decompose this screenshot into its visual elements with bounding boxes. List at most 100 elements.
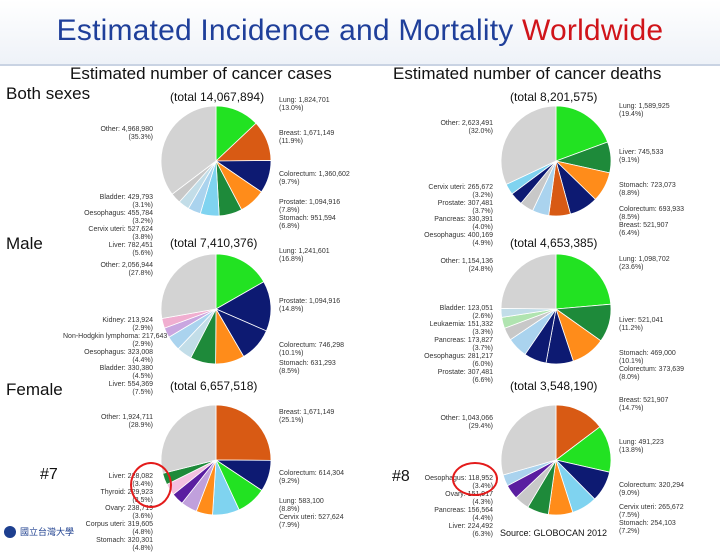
label-male-deaths-liver: Liver: 521,041 (11.2%) [619, 317, 663, 333]
slice-female-cases-breast [215, 404, 272, 461]
label-text: Stomach: 254,103 [619, 520, 676, 528]
label-female-cases-breast: Breast: 1,671,149 (25.1%) [279, 409, 334, 425]
title-highlight: Worldwide [522, 14, 664, 47]
label-male-cases-prostate: Prostate: 1,094,916 (14.8%) [279, 298, 340, 314]
label-text: Breast: 1,671,149 [279, 409, 335, 416]
label-pct: (9.0%) [619, 489, 640, 497]
label-female-deaths-stomach: Stomach: 254,103 (7.2%) [619, 520, 676, 536]
label-male-cases-liver: Liver: 554,369 (7.5%) [63, 381, 153, 397]
label-text: Cervix uteri: 527,624 [88, 226, 153, 234]
label-pct: (3.2%) [472, 192, 493, 200]
label-pct: (35.3%) [128, 133, 153, 141]
label-pct: (9.1%) [619, 156, 640, 164]
label-pct: (4.3%) [472, 498, 493, 506]
highlight-ring-ovary-deaths [452, 462, 498, 496]
label-male-deaths-leukaemia: Leukaemia: 151,332 (3.3%) [403, 321, 493, 337]
slice-male-cases-prostate [215, 281, 272, 332]
label-text: Cervix uteri: 527,624 [279, 514, 344, 522]
label-pct: (27.8%) [128, 269, 153, 277]
label-both-deaths-oesophagus: Oesophagus: 400,169 (4.9%) [403, 232, 493, 248]
total-male-cases: (total 7,410,376) [170, 236, 258, 250]
label-pct: (3.8%) [132, 234, 153, 242]
label-pct: (8.8%) [619, 189, 640, 197]
label-pct: (2.9%) [132, 340, 153, 348]
label-both-deaths-cervix-uteri: Cervix uteri: 265,672 (3.2%) [403, 184, 493, 200]
label-male-deaths-prostate: Prostate: 307,481 (6.6%) [403, 369, 493, 385]
label-text: Liver: 224,492 [448, 522, 493, 530]
label-female-cases-corpus-uteri: Corpus uteri: 319,605 (4.8%) [63, 521, 153, 537]
label-both-cases-stomach: Stomach: 951,594 (6.8%) [279, 215, 336, 231]
label-text: Prostate: 307,481 [437, 200, 493, 208]
label-text: Kidney: 213,924 [102, 316, 153, 324]
label-pct: (11.2%) [619, 324, 643, 332]
label-text: Prostate: 307,481 [437, 369, 493, 377]
label-both-deaths-other: Other: 2,623,491 (32.0%) [403, 120, 493, 136]
label-female-deaths-other: Other: 1,043,066 (29.4%) [403, 415, 493, 431]
label-text: Liver: 521,041 [619, 316, 664, 324]
label-text: Breast: 521,907 [619, 397, 669, 405]
label-text: Cervix uteri: 265,672 [428, 184, 493, 192]
label-pct: (9.2%) [279, 477, 300, 485]
label-text: Stomach: 320,301 [96, 537, 153, 545]
label-female-cases-other: Other: 1,924,711 (28.9%) [63, 414, 153, 430]
title-main: Estimated Incidence and Mortality [56, 14, 523, 47]
total-male-deaths: (total 4,653,385) [510, 236, 598, 250]
label-text: Other: 1,924,711 [100, 414, 153, 422]
label-pct: (9.7%) [279, 178, 300, 186]
label-pct: (7.9%) [279, 522, 300, 530]
label-both-cases-colorectum: Colorectum: 1,360,602 (9.7%) [279, 171, 350, 187]
label-male-cases-stomach: Stomach: 631,293 (8.5%) [279, 360, 336, 376]
label-text: Stomach: 951,594 [279, 214, 336, 222]
label-pct: (19.4%) [619, 110, 644, 118]
label-both-cases-oesophagus: Oesophagus: 455,784 (3.2%) [63, 210, 153, 226]
label-pct: (10.1%) [279, 349, 304, 357]
label-pct: (3.6%) [132, 513, 153, 521]
label-text: Stomach: 469,000 [619, 350, 676, 357]
pie-female-cases [160, 404, 272, 516]
label-pct: (6.6%) [472, 377, 493, 385]
label-text: Oesophagus: 400,169 [424, 232, 493, 240]
slice-male-deaths-lung [555, 253, 612, 310]
label-text: Other: 1,154,136 [440, 257, 493, 265]
label-pct: (32.0%) [468, 128, 493, 136]
label-text: Lung: 491,223 [619, 439, 664, 447]
label-female-deaths-colorectum: Colorectum: 320,294 (9.0%) [619, 482, 684, 498]
label-female-deaths-cervix-uteri: Cervix uteri: 265,672 (7.5%) [619, 504, 684, 520]
label-text: Lung: 1,098,702 [619, 256, 670, 264]
label-text: Non-Hodgkin lymphoma: 217,643 [63, 332, 168, 340]
label-male-cases-colorectum: Colorectum: 746,298 (10.1%) [279, 342, 344, 358]
label-pct: (3.7%) [472, 345, 493, 353]
row-label-both: Both sexes [6, 84, 91, 103]
label-pct: (4.8%) [132, 529, 153, 537]
label-male-deaths-stomach: Stomach: 469,000 (10.1%) [619, 350, 676, 366]
label-male-deaths-pancreas: Pancreas: 173,827 (3.7%) [403, 337, 493, 353]
label-female-cases-stomach: Stomach: 320,301 (4.8%) [63, 537, 153, 553]
logo-icon [4, 525, 16, 538]
label-text: Thyroid: 229,923 [100, 489, 153, 497]
label-text: Colorectum: 693,933 [619, 205, 684, 213]
pie-charts [160, 105, 612, 516]
label-pct: (8.0%) [619, 374, 640, 381]
label-text: Bladder: 123,051 [439, 305, 493, 313]
label-female-deaths-breast: Breast: 521,907 (14.7%) [619, 397, 668, 413]
label-male-deaths-lung: Lung: 1,098,702 (23.6%) [619, 256, 670, 272]
slice-male-cases-lung [215, 253, 265, 310]
label-pct: (4.4%) [472, 514, 493, 522]
label-female-deaths-pancreas: Pancreas: 156,564 (4.4%) [403, 507, 493, 523]
label-both-cases-lung: Lung: 1,824,701 (13.0%) [279, 97, 330, 113]
pie-male-cases [160, 253, 272, 365]
label-text: Prostate: 1,094,916 [279, 297, 341, 305]
label-pct: (7.5%) [619, 512, 640, 520]
title-bar: Estimated Incidence and Mortality Worldw… [0, 0, 720, 66]
label-female-cases-lung: Lung: 583,100 (8.8%) [279, 498, 324, 514]
label-male-cases-other: Other: 2,056,944 (27.8%) [63, 262, 153, 278]
label-text: Lung: 1,589,925 [619, 102, 670, 110]
label-both-deaths-breast: Breast: 521,907 (6.4%) [619, 222, 668, 238]
label-pct: (24.8%) [468, 265, 493, 273]
label-male-cases-kidney: Kidney: 213,924 (2.9%) [63, 317, 153, 333]
label-text: Colorectum: 320,294 [619, 481, 684, 489]
label-pct: (4.0%) [472, 224, 493, 232]
label-pct: (7.5%) [132, 388, 153, 396]
label-male-deaths-oesophagus: Oesophagus: 281,217 (6.0%) [403, 353, 493, 369]
label-text: Liver: 745,533 [619, 148, 664, 156]
